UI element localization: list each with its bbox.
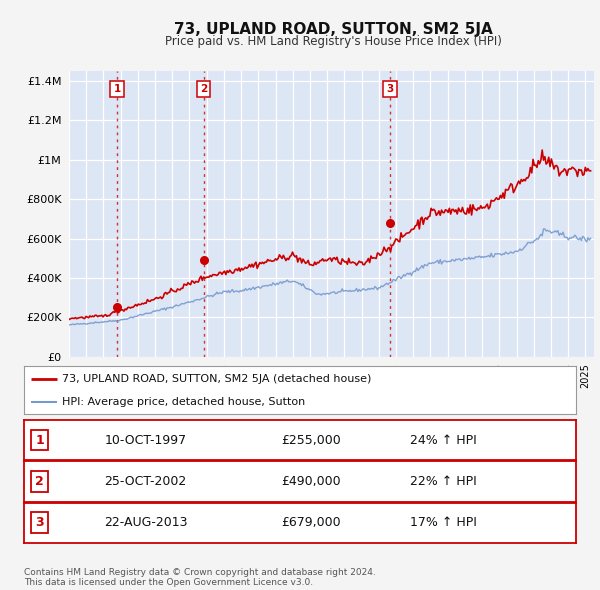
Text: Price paid vs. HM Land Registry's House Price Index (HPI): Price paid vs. HM Land Registry's House … bbox=[164, 35, 502, 48]
Text: 22-AUG-2013: 22-AUG-2013 bbox=[104, 516, 187, 529]
Text: Contains HM Land Registry data © Crown copyright and database right 2024.
This d: Contains HM Land Registry data © Crown c… bbox=[24, 568, 376, 587]
Bar bbox=[117, 71, 203, 357]
Text: £490,000: £490,000 bbox=[281, 475, 341, 488]
Text: 25-OCT-2002: 25-OCT-2002 bbox=[104, 475, 187, 488]
Text: 22% ↑ HPI: 22% ↑ HPI bbox=[410, 475, 477, 488]
Text: HPI: Average price, detached house, Sutton: HPI: Average price, detached house, Sutt… bbox=[62, 397, 305, 407]
Text: £679,000: £679,000 bbox=[281, 516, 341, 529]
Text: 1: 1 bbox=[113, 84, 121, 94]
Text: 10-OCT-1997: 10-OCT-1997 bbox=[104, 434, 187, 447]
Bar bbox=[69, 71, 117, 357]
Text: 2: 2 bbox=[35, 475, 44, 488]
Text: 3: 3 bbox=[35, 516, 44, 529]
Bar bbox=[203, 71, 390, 357]
Text: 3: 3 bbox=[386, 84, 394, 94]
Text: 73, UPLAND ROAD, SUTTON, SM2 5JA (detached house): 73, UPLAND ROAD, SUTTON, SM2 5JA (detach… bbox=[62, 374, 371, 384]
Text: £255,000: £255,000 bbox=[281, 434, 341, 447]
Text: 2: 2 bbox=[200, 84, 207, 94]
Text: 1: 1 bbox=[35, 434, 44, 447]
Bar bbox=[390, 71, 594, 357]
Text: 24% ↑ HPI: 24% ↑ HPI bbox=[410, 434, 477, 447]
Text: 17% ↑ HPI: 17% ↑ HPI bbox=[410, 516, 477, 529]
Text: 73, UPLAND ROAD, SUTTON, SM2 5JA: 73, UPLAND ROAD, SUTTON, SM2 5JA bbox=[173, 22, 493, 37]
